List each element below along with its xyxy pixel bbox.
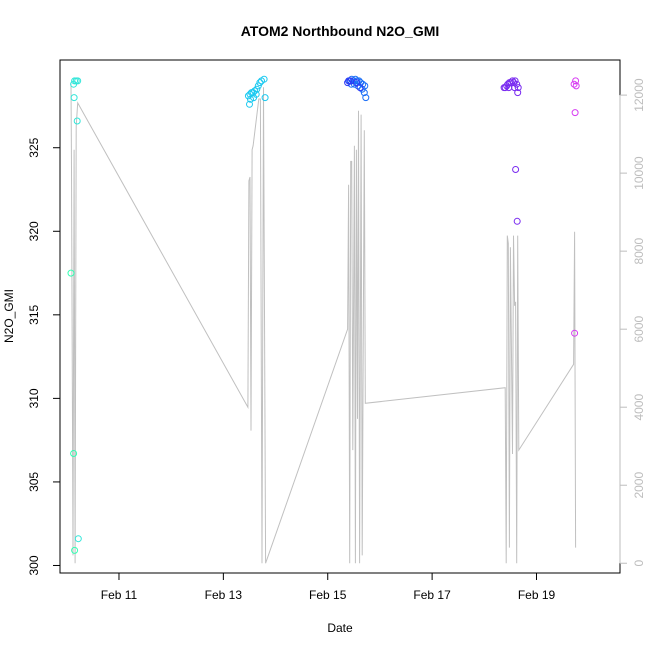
chart-title: ATOM2 Northbound N2O_GMI — [241, 23, 440, 39]
data-point — [261, 94, 269, 102]
data-point — [514, 89, 522, 97]
x-tick-label: Feb 13 — [205, 588, 243, 602]
data-point — [571, 329, 579, 337]
x-tick-label: Feb 15 — [309, 588, 347, 602]
y2-tick-label: 6000 — [632, 316, 646, 343]
data-point — [74, 535, 82, 543]
secondary-series-line — [70, 83, 577, 564]
y-tick-label: 310 — [27, 388, 41, 408]
y-tick-label: 320 — [27, 221, 41, 241]
data-point — [572, 77, 580, 85]
data-point — [354, 82, 362, 90]
data-point — [251, 87, 259, 95]
data-point — [571, 109, 579, 117]
data-point — [70, 450, 78, 457]
y2-tick-label: 4000 — [632, 394, 646, 421]
data-point — [572, 82, 580, 90]
data-point — [67, 269, 75, 277]
data-point — [352, 79, 360, 87]
data-point — [73, 117, 81, 125]
y2-tick-label: 10000 — [632, 156, 646, 190]
data-point — [356, 84, 364, 92]
x-axis-label: Date — [327, 621, 353, 635]
data-point — [70, 94, 78, 102]
y-tick-label: 300 — [27, 555, 41, 575]
data-point — [360, 89, 368, 97]
data-point — [514, 84, 522, 92]
secondary-series — [70, 83, 577, 564]
data-point — [570, 80, 578, 88]
data-point — [358, 85, 366, 93]
data-points — [67, 75, 580, 554]
y2-tick-label: 12000 — [632, 78, 646, 112]
y2-tick-label: 8000 — [632, 238, 646, 265]
y-axis-right: 0 2000 4000 6000 8000 10000 12000 — [619, 78, 646, 567]
data-point — [511, 84, 519, 92]
data-point — [362, 94, 370, 102]
y-tick-label: 325 — [27, 137, 41, 157]
data-point — [253, 85, 261, 93]
plot-frame — [59, 59, 621, 574]
data-point — [74, 77, 82, 85]
data-point — [246, 100, 253, 108]
data-point — [512, 166, 520, 173]
data-point — [345, 77, 353, 85]
y-axis-label: N2O_GMI — [2, 289, 16, 343]
data-point — [509, 77, 516, 85]
y-tick-label: 315 — [27, 304, 41, 324]
y-tick-label: 305 — [27, 472, 41, 492]
data-point — [260, 75, 268, 83]
data-point — [252, 90, 260, 98]
x-tick-label: Feb 17 — [413, 588, 451, 602]
data-point — [513, 80, 521, 88]
data-point — [511, 77, 519, 85]
y2-tick-label: 0 — [632, 560, 646, 567]
data-point — [71, 546, 79, 554]
x-tick-label: Feb 11 — [101, 588, 138, 602]
data-point — [351, 75, 359, 83]
data-point — [254, 82, 262, 90]
data-point — [256, 79, 264, 87]
x-axis: Feb 11 Feb 13 Feb 15 Feb 17 Feb 19 — [101, 572, 556, 602]
data-point — [513, 217, 521, 225]
x-tick-label: Feb 19 — [518, 588, 556, 602]
y2-tick-label: 2000 — [632, 472, 646, 499]
y-axis-left: 300 305 310 315 320 325 — [27, 137, 61, 576]
